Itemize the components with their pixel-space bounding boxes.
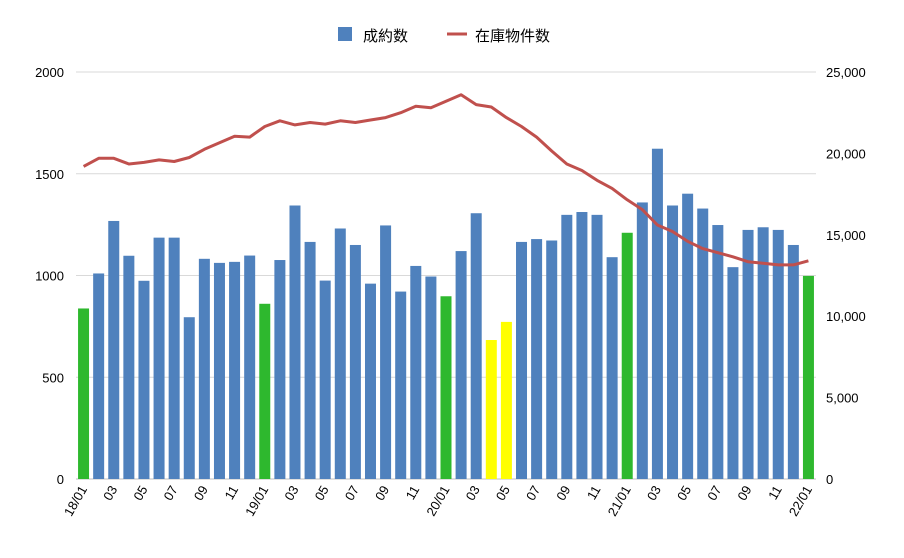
bar bbox=[772, 229, 784, 479]
x-tick-label: 22/01 bbox=[786, 483, 815, 519]
bar bbox=[274, 260, 286, 479]
line-series-inventory bbox=[82, 93, 809, 267]
bar bbox=[198, 258, 210, 479]
bar bbox=[485, 340, 497, 479]
bar bbox=[334, 228, 346, 479]
legend-label-deals: 成約数 bbox=[363, 27, 408, 45]
x-tick-label: 18/01 bbox=[61, 483, 90, 519]
bar bbox=[757, 227, 769, 479]
bar bbox=[667, 205, 679, 479]
bar bbox=[319, 280, 331, 479]
bar bbox=[440, 296, 452, 479]
x-tick-label: 05 bbox=[674, 483, 694, 503]
x-tick-label: 05 bbox=[130, 483, 150, 503]
bar bbox=[802, 275, 814, 479]
bar bbox=[682, 193, 694, 479]
bar bbox=[138, 280, 150, 479]
x-tick-label: 07 bbox=[342, 483, 362, 503]
bar bbox=[78, 308, 90, 479]
bar bbox=[636, 202, 648, 480]
bar bbox=[93, 273, 105, 479]
y-tick-label-left: 500 bbox=[42, 370, 64, 385]
x-tick-label: 07 bbox=[704, 483, 724, 503]
x-tick-label: 09 bbox=[734, 483, 754, 503]
legend-label-inventory: 在庫物件数 bbox=[475, 27, 550, 45]
bar bbox=[259, 303, 271, 479]
bar bbox=[591, 214, 603, 479]
x-tick-label: 09 bbox=[191, 483, 211, 503]
bar bbox=[304, 241, 316, 479]
bar bbox=[425, 276, 437, 479]
y-tick-label-right: 25,000 bbox=[826, 65, 866, 80]
bar bbox=[787, 244, 799, 479]
y-tick-label-right: 10,000 bbox=[826, 309, 866, 324]
x-tick-label: 03 bbox=[463, 483, 483, 503]
x-tick-label: 05 bbox=[312, 483, 332, 503]
bar bbox=[697, 208, 709, 479]
bar bbox=[380, 225, 392, 479]
y-tick-label-right: 0 bbox=[826, 472, 833, 487]
bar bbox=[621, 232, 633, 479]
bar bbox=[470, 213, 482, 479]
x-axis: 18/01 03 05 07 09 11 19/01 03 05 07 09 11 20/01 03 05 0… bbox=[61, 483, 815, 519]
x-tick-label: 09 bbox=[553, 483, 573, 503]
y-axis-right: 0 5,000 10,000 15,000 20,000 25,000 bbox=[826, 65, 866, 487]
legend: 成約数 在庫物件数 bbox=[338, 27, 550, 45]
y-tick-label-right: 5,000 bbox=[826, 391, 859, 406]
bar-series-deals bbox=[78, 148, 814, 480]
y-axis-left: 0 500 1000 1500 2000 bbox=[35, 65, 64, 487]
x-tick-label: 05 bbox=[493, 483, 513, 503]
bar bbox=[168, 237, 180, 479]
bar bbox=[123, 255, 135, 479]
bar bbox=[516, 241, 528, 479]
x-tick-label: 19/01 bbox=[242, 483, 271, 519]
bar bbox=[289, 205, 301, 479]
bar bbox=[531, 239, 543, 479]
bar bbox=[183, 317, 195, 479]
bar bbox=[742, 229, 754, 479]
bar bbox=[213, 262, 225, 479]
bar bbox=[455, 251, 467, 479]
bar bbox=[244, 255, 256, 479]
x-tick-label: 07 bbox=[523, 483, 543, 503]
x-tick-label: 21/01 bbox=[605, 483, 634, 519]
x-tick-label: 03 bbox=[100, 483, 120, 503]
inventory-line bbox=[82, 93, 809, 267]
x-tick-label: 09 bbox=[372, 483, 392, 503]
x-tick-label: 11 bbox=[221, 483, 241, 502]
x-tick-label: 20/01 bbox=[423, 483, 452, 519]
y-tick-label-left: 1000 bbox=[35, 269, 64, 284]
x-tick-label: 11 bbox=[584, 483, 604, 502]
bar bbox=[546, 240, 558, 479]
bar bbox=[606, 257, 618, 479]
bar bbox=[576, 212, 588, 479]
x-tick-label: 07 bbox=[161, 483, 181, 503]
y-tick-label-right: 20,000 bbox=[826, 146, 866, 161]
x-tick-label: 03 bbox=[281, 483, 301, 503]
legend-swatch-deals bbox=[338, 27, 352, 41]
bar bbox=[349, 244, 361, 479]
x-tick-label: 11 bbox=[765, 483, 785, 502]
bar bbox=[651, 148, 663, 480]
bar bbox=[561, 214, 573, 479]
bar bbox=[364, 283, 376, 479]
x-tick-label: 11 bbox=[403, 483, 423, 502]
bar bbox=[395, 291, 407, 479]
bar bbox=[153, 237, 165, 479]
y-tick-label-left: 0 bbox=[57, 472, 64, 487]
bar bbox=[727, 267, 739, 479]
bar bbox=[108, 220, 120, 479]
bar bbox=[410, 265, 422, 479]
x-tick-label: 03 bbox=[644, 483, 664, 503]
y-tick-label-right: 15,000 bbox=[826, 228, 866, 243]
bar bbox=[229, 261, 241, 479]
y-tick-label-left: 1500 bbox=[35, 167, 64, 182]
bar bbox=[712, 225, 724, 479]
bar bbox=[500, 321, 512, 479]
y-tick-label-left: 2000 bbox=[35, 65, 64, 80]
